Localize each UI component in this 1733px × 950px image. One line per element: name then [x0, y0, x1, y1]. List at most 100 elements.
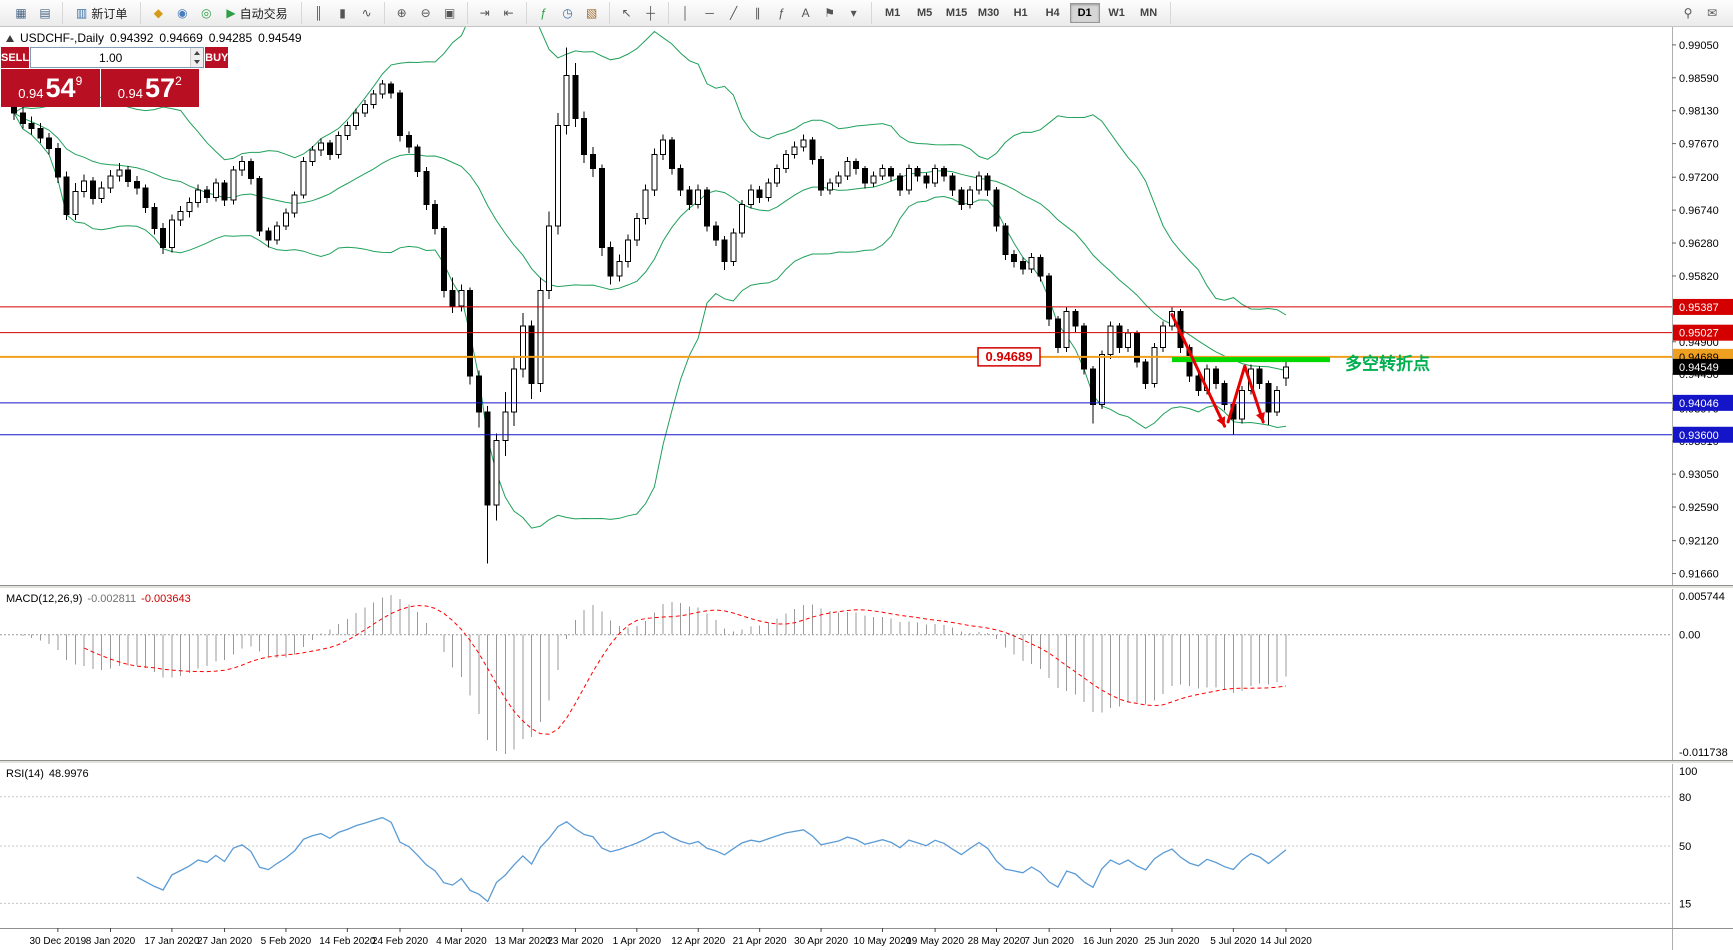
market-icon[interactable]: ◆ — [153, 6, 163, 20]
svg-text:-0.011738: -0.011738 — [1679, 747, 1728, 759]
timeframe-m15-button[interactable]: M15 — [945, 7, 968, 19]
ask-prefix: 0.94 — [117, 86, 144, 101]
zoom-in-icon[interactable]: ⊕ — [396, 6, 407, 20]
trendline-icon[interactable]: ╱ — [729, 6, 738, 20]
timeframe-mn-button[interactable]: MN — [1140, 7, 1158, 19]
svg-text:0.005744: 0.005744 — [1679, 591, 1725, 603]
svg-text:0.94046: 0.94046 — [1679, 398, 1719, 410]
macd-signal-line — [83, 605, 1287, 735]
bid-big-digits: 54 — [45, 72, 76, 103]
new-order-button-label: 新订单 — [91, 6, 128, 21]
svg-text:1 Apr 2020: 1 Apr 2020 — [613, 936, 662, 947]
timeframe-h1-button[interactable]: H1 — [1013, 7, 1028, 19]
periods-icon[interactable]: ◷ — [562, 6, 573, 20]
timeframe-m30-button[interactable]: M30 — [977, 7, 1000, 19]
rsi-value: 48.9976 — [48, 768, 89, 780]
zoom-group: ⊕ ⊖ ▣ — [385, 2, 468, 24]
equidistant-channel-icon[interactable]: ∥ — [754, 6, 761, 20]
svg-text:23 Mar 2020: 23 Mar 2020 — [547, 936, 604, 947]
candlestick-chart-icon[interactable]: ▮ — [339, 6, 346, 20]
bar-chart-icon[interactable]: ║ — [314, 6, 323, 20]
zoom-out-icon[interactable]: ⊖ — [420, 6, 431, 20]
chart-area[interactable]: 0.94689 多空转折点 0.99050 0.98590 0.98130 0.97670… — [0, 27, 1733, 950]
chart-shift-icon[interactable]: ⇤ — [503, 6, 514, 20]
svg-text:28 May 2020: 28 May 2020 — [968, 936, 1026, 947]
trend-arrow-annotation[interactable] — [1170, 313, 1265, 428]
macd-panel: 0.005744 0.00 -0.011738 — [0, 591, 1728, 759]
horizontal-line-icon[interactable]: ─ — [705, 6, 714, 20]
chat-icon[interactable]: ✉ — [1706, 6, 1718, 20]
autotrading-button[interactable]: ▶ 自动交易 — [218, 2, 295, 24]
svg-text:0.94549: 0.94549 — [1679, 362, 1719, 374]
line-studies-group: │ ─ ╱ ∥ ƒ A ⚑ ▾ — [669, 2, 872, 24]
svg-text:25 Jun 2020: 25 Jun 2020 — [1144, 936, 1199, 947]
order-group: ▥ 新订单 — [63, 2, 142, 24]
auto-scroll-icon[interactable]: ⇥ — [479, 6, 490, 20]
svg-text:13 Mar 2020: 13 Mar 2020 — [495, 936, 552, 947]
timeframe-m1-button[interactable]: M1 — [884, 7, 901, 19]
price-callout-box[interactable] — [977, 347, 1041, 367]
vertical-line-icon[interactable]: │ — [681, 6, 690, 20]
volume-increase-button[interactable] — [191, 48, 204, 58]
macd-main-value: -0.002811 — [87, 593, 137, 605]
templates-icon[interactable]: ▧ — [585, 6, 598, 20]
new-order-button[interactable]: ▥ 新订单 — [68, 2, 135, 24]
sell-button[interactable]: SELL — [1, 47, 30, 68]
macd-signal-value: -0.003643 — [141, 593, 191, 605]
candlesticks — [11, 47, 1289, 564]
timeframe-group: M1 M5 M15 M30 H1 H4 D1 W1 MN — [872, 2, 1171, 24]
buy-button[interactable]: BUY — [205, 47, 229, 68]
new-chart-icon[interactable]: ▦ — [15, 6, 27, 20]
crosshair-icon[interactable]: ┼ — [646, 6, 655, 20]
volume-decrease-button[interactable] — [191, 57, 204, 67]
svg-text:0.96280: 0.96280 — [1679, 238, 1719, 250]
price-marker-0.93600 — [1673, 426, 1733, 443]
text-label-icon[interactable]: ⚑ — [824, 6, 835, 20]
tile-windows-icon[interactable]: ▣ — [443, 6, 456, 20]
one-click-toggle-icon[interactable] — [6, 34, 14, 42]
arrows-menu-icon[interactable]: ▾ — [850, 6, 857, 20]
svg-text:24 Feb 2020: 24 Feb 2020 — [372, 936, 429, 947]
timeframe-m5-button[interactable]: M5 — [916, 7, 933, 19]
panel-splitter[interactable] — [0, 585, 1733, 589]
spin-up-icon — [194, 50, 201, 55]
text-icon[interactable]: A — [801, 6, 810, 20]
svg-text:30 Dec 2019: 30 Dec 2019 — [30, 936, 87, 947]
cursor-icon[interactable]: ↖ — [621, 6, 632, 20]
signals-icon[interactable]: ◉ — [177, 6, 188, 20]
buy-price-button[interactable]: 0.94 57 2 — [100, 69, 199, 107]
autotrading-button-label: 自动交易 — [239, 6, 288, 21]
svg-text:0.93050: 0.93050 — [1679, 469, 1719, 481]
volume-input[interactable] — [31, 48, 191, 67]
profiles-icon[interactable]: ▤ — [39, 6, 51, 20]
bid-pip-digit: 9 — [75, 74, 83, 88]
svg-text:0.97200: 0.97200 — [1679, 172, 1719, 184]
svg-text:0.95027: 0.95027 — [1679, 328, 1719, 340]
turning-point-annotation[interactable]: 多空转折点 — [1345, 354, 1430, 374]
search-icon[interactable]: ⚲ — [1683, 6, 1693, 20]
panel-splitter[interactable] — [0, 760, 1733, 764]
economic-calendar-icon[interactable]: ◎ — [201, 6, 212, 20]
indicators-icon[interactable]: ƒ — [540, 6, 547, 20]
insert-group: ƒ ◷ ▧ — [527, 2, 610, 24]
sell-price-button[interactable]: 0.94 54 9 — [1, 69, 100, 107]
price-scale[interactable]: 0.99050 0.98590 0.98130 0.97670 0.97200 0.967… — [1672, 27, 1733, 950]
ohlc-close: 0.94549 — [258, 31, 302, 45]
line-chart-icon[interactable]: ∿ — [361, 6, 372, 20]
fibonacci-icon[interactable]: ƒ — [778, 6, 785, 20]
svg-text:0.96740: 0.96740 — [1679, 205, 1719, 217]
svg-text:27 Jan 2020: 27 Jan 2020 — [197, 936, 252, 947]
timeframe-w1-button[interactable]: W1 — [1108, 7, 1125, 19]
timeframe-h4-button[interactable]: H4 — [1045, 7, 1060, 19]
ask-pip-digit: 2 — [175, 74, 182, 88]
scroll-group: ⇥ ⇤ — [468, 2, 527, 24]
timeframe-d1-button[interactable]: D1 — [1069, 3, 1100, 23]
svg-text:0.92120: 0.92120 — [1679, 536, 1719, 548]
price-callout-label: 0.94689 — [986, 349, 1033, 364]
svg-text:0.99050: 0.99050 — [1679, 40, 1719, 52]
svg-text:0.92590: 0.92590 — [1679, 502, 1719, 514]
svg-text:16 Jun 2020: 16 Jun 2020 — [1083, 936, 1138, 947]
price-marker-0.95027 — [1673, 324, 1733, 341]
horizontal-level-lines[interactable] — [0, 306, 1672, 436]
